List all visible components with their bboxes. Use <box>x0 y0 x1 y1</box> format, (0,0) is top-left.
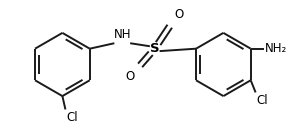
Text: O: O <box>126 70 135 83</box>
Text: NH₂: NH₂ <box>265 42 288 55</box>
Text: NH: NH <box>113 28 131 41</box>
Text: O: O <box>174 8 183 21</box>
Text: Cl: Cl <box>67 111 78 124</box>
Text: S: S <box>150 42 160 55</box>
Text: Cl: Cl <box>257 94 268 107</box>
